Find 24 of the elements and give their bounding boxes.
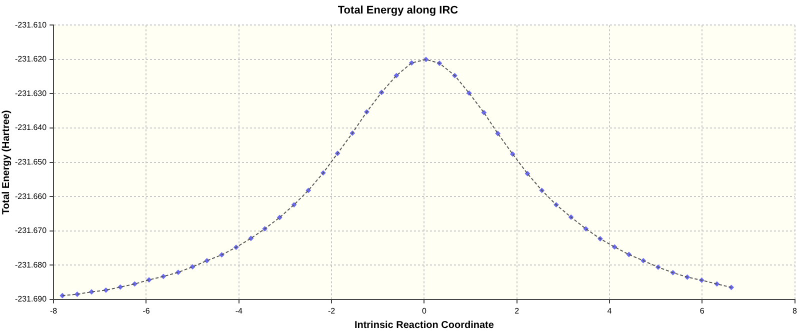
y-tick-label: -231.680 <box>14 260 48 270</box>
y-tick-label: -231.620 <box>14 54 48 64</box>
y-tick-label: -231.630 <box>14 88 48 98</box>
point <box>248 236 254 241</box>
y-tick-label: -231.640 <box>14 123 48 132</box>
x-tick-label: 8 <box>792 306 798 316</box>
point <box>277 214 282 220</box>
y-tick-label: -231.650 <box>14 158 48 167</box>
x-tick-label: -4 <box>235 306 243 316</box>
x-tick-label: -2 <box>328 306 336 316</box>
x-tick-label: 4 <box>607 306 612 316</box>
y-tick-label: -231.660 <box>14 192 48 201</box>
y-tick-label: -231.670 <box>14 226 48 236</box>
x-tick-label: 2 <box>514 306 520 316</box>
x-axis-title: Intrinsic Reaction Coordinate <box>354 320 494 331</box>
x-tick-label: 0 <box>422 306 427 316</box>
x-tick-label: 6 <box>700 306 705 316</box>
y-tick-label: -231.610 <box>14 20 48 30</box>
y-tick-label: -231.690 <box>14 294 48 304</box>
point <box>394 73 399 78</box>
x-tick-label: -6 <box>142 306 150 316</box>
x-tick-label: -8 <box>50 306 58 316</box>
y-axis-title: Total Energy (Hartree) <box>0 110 12 214</box>
chart-title: Total Energy along IRC <box>338 4 458 17</box>
